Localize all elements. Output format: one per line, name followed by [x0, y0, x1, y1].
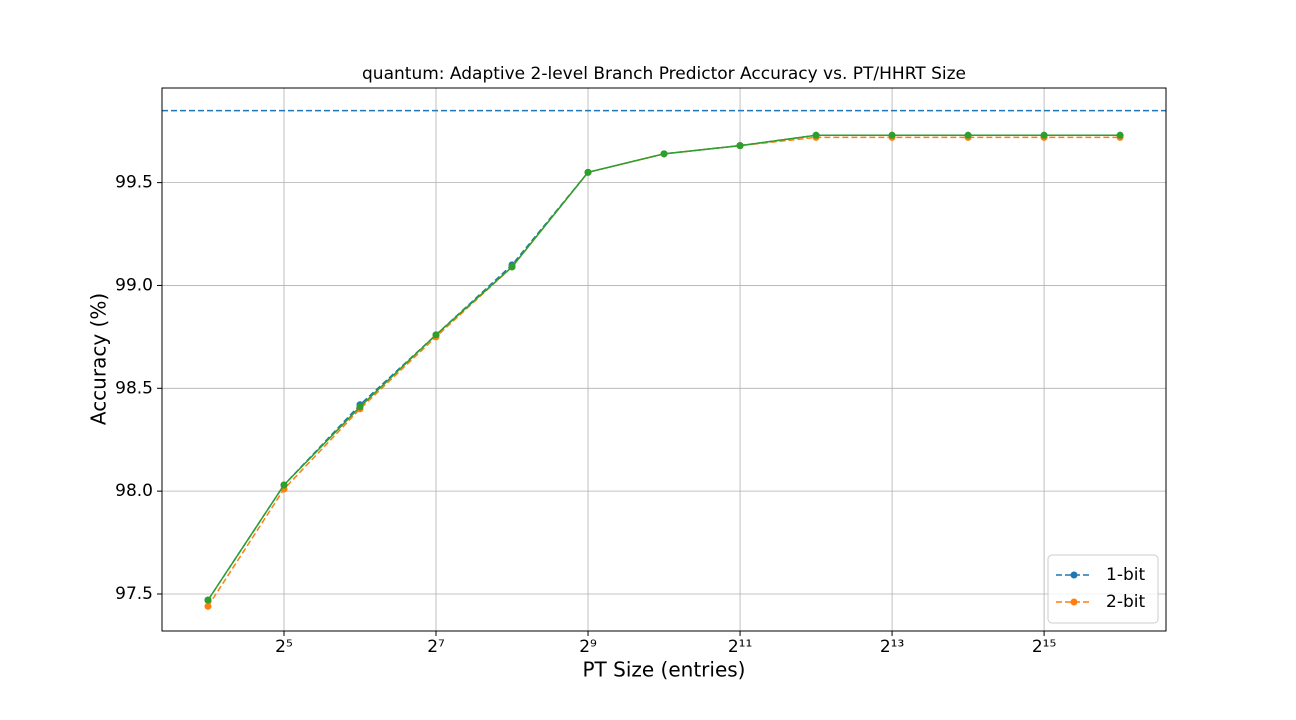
- x-tick-label: 2¹³: [880, 637, 904, 657]
- y-tick-label: 98.0: [115, 481, 153, 501]
- y-axis-label: Accuracy (%): [87, 293, 111, 425]
- data-point: [508, 263, 516, 271]
- legend-label: 1-bit: [1106, 565, 1145, 585]
- legend-marker: [1070, 598, 1078, 606]
- data-point: [280, 481, 288, 489]
- x-axis-label: PT Size (entries): [583, 658, 746, 682]
- x-tick-label: 2⁷: [427, 637, 445, 657]
- series-line: [207, 136, 1121, 607]
- data-point: [432, 331, 440, 339]
- y-tick-label: 97.5: [115, 584, 153, 604]
- data-point: [204, 602, 212, 610]
- series-line: [207, 134, 1121, 601]
- data-point: [584, 168, 592, 176]
- y-tick-label: 98.5: [115, 378, 153, 398]
- x-tick-label: 2⁵: [275, 637, 293, 657]
- data-point: [888, 131, 896, 139]
- data-point: [736, 142, 744, 150]
- y-tick-label: 99.5: [115, 173, 153, 193]
- y-tick-label: 99.0: [115, 275, 153, 295]
- data-point: [204, 596, 212, 604]
- data-point: [356, 403, 364, 411]
- plot-frame: [161, 87, 1167, 632]
- x-tick-label: 2¹¹: [728, 637, 752, 657]
- data-point: [1116, 131, 1124, 139]
- data-point: [1040, 131, 1048, 139]
- series-line: [207, 134, 1121, 601]
- x-tick-label: 2⁹: [579, 637, 597, 657]
- legend-label: 2-bit: [1106, 592, 1145, 612]
- data-point: [812, 131, 820, 139]
- data-point: [964, 131, 972, 139]
- chart-title: quantum: Adaptive 2-level Branch Predict…: [362, 64, 966, 84]
- data-point: [660, 150, 668, 158]
- x-tick-label: 2¹⁵: [1032, 637, 1056, 657]
- legend-marker: [1070, 571, 1078, 579]
